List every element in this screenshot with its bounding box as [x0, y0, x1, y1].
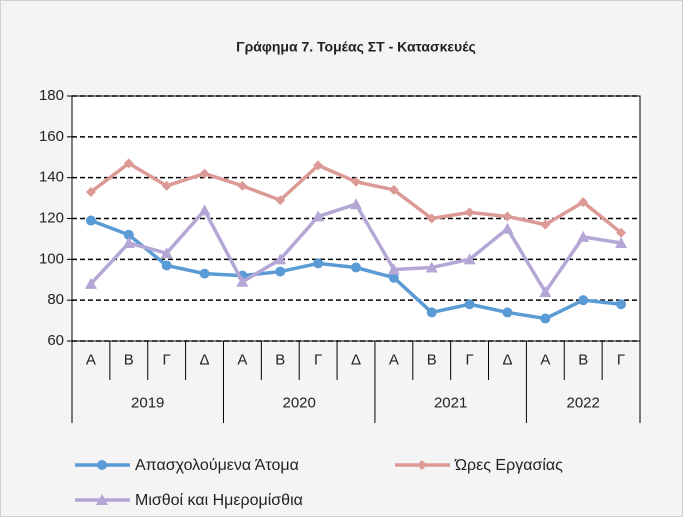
data-point — [274, 253, 287, 265]
data-point — [199, 268, 210, 279]
data-point — [616, 227, 627, 238]
x-tick-label: Δ — [351, 351, 361, 368]
data-point — [275, 266, 286, 277]
legend-label: Ώρες Εργασίας — [454, 457, 563, 474]
data-point — [425, 261, 438, 273]
x-tick-label: Γ — [617, 351, 625, 368]
data-point — [275, 195, 286, 206]
y-tick-label: 120 — [39, 209, 64, 226]
legend-label: Απασχολούμενα Άτομα — [135, 457, 299, 474]
data-point — [312, 210, 325, 222]
data-point — [122, 237, 135, 248]
x-tick-label: Α — [389, 351, 399, 368]
y-tick-label: 60 — [47, 332, 64, 349]
x-tick-label: Α — [237, 351, 247, 368]
data-point — [540, 313, 551, 324]
data-point — [615, 237, 628, 248]
data-point — [463, 253, 476, 265]
plot-border — [71, 95, 641, 342]
data-point — [123, 158, 134, 169]
data-point — [502, 211, 513, 222]
data-point — [351, 176, 361, 187]
data-point — [236, 275, 249, 287]
group-label: 2019 — [131, 394, 164, 411]
data-point — [123, 229, 134, 240]
data-point — [502, 307, 513, 318]
x-tick-label: Β — [578, 351, 588, 368]
data-point — [85, 186, 96, 197]
group-label: 2022 — [567, 394, 600, 411]
data-point — [578, 197, 589, 208]
data-point — [426, 307, 437, 318]
data-point — [351, 262, 361, 273]
group-label: 2021 — [434, 394, 467, 411]
y-tick-label: 100 — [39, 250, 64, 267]
x-tick-label: Γ — [314, 351, 322, 368]
data-point — [501, 222, 514, 234]
data-point — [577, 230, 590, 242]
data-point — [237, 180, 248, 191]
y-tick-label: 160 — [39, 128, 64, 145]
data-point — [388, 272, 399, 283]
data-point — [313, 258, 324, 269]
data-point — [426, 213, 437, 224]
data-point — [84, 277, 97, 289]
x-tick-label: Δ — [200, 351, 210, 368]
x-tick-label: Β — [427, 351, 437, 368]
data-point — [540, 219, 551, 230]
x-tick-label: Γ — [465, 351, 473, 368]
x-tick-label: Β — [124, 351, 134, 368]
data-point — [539, 286, 552, 297]
data-point — [464, 299, 475, 310]
data-point — [161, 180, 172, 191]
data-point — [616, 299, 627, 310]
x-tick-label: Α — [86, 351, 96, 368]
x-tick-label: Δ — [502, 351, 512, 368]
data-point — [313, 160, 324, 171]
x-tick-label: Γ — [163, 351, 171, 368]
legend-label: Μισθοί και Ημερομίσθια — [135, 492, 303, 509]
x-tick-label: Α — [540, 351, 550, 368]
data-point — [198, 204, 211, 216]
data-point — [350, 198, 362, 210]
x-tick-label: Β — [275, 351, 285, 368]
y-tick-label: 140 — [39, 169, 64, 186]
y-tick-label: 180 — [39, 87, 64, 104]
y-tick-label: 80 — [47, 291, 64, 308]
data-point — [161, 260, 172, 271]
data-point — [85, 215, 96, 226]
chart-title: Γράφημα 7. Τομέας ΣΤ - Κατασκευές — [236, 39, 476, 55]
data-point — [199, 168, 210, 179]
data-point — [388, 184, 399, 195]
data-point — [97, 460, 107, 470]
group-label: 2020 — [283, 394, 316, 411]
data-point — [387, 263, 400, 275]
data-point — [160, 247, 173, 259]
data-point — [417, 460, 427, 470]
data-point — [96, 494, 108, 505]
data-point — [464, 207, 475, 218]
data-point — [578, 295, 589, 306]
